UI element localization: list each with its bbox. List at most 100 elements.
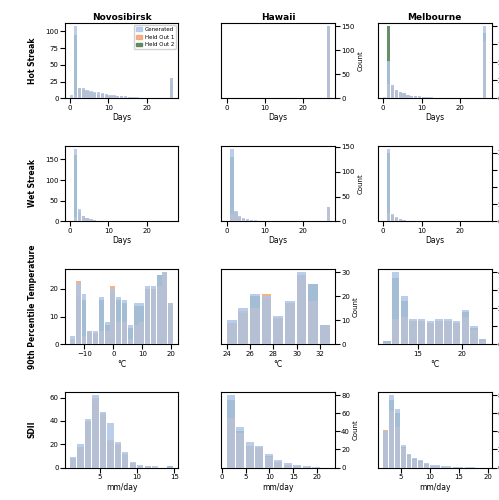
Bar: [442, 466, 452, 468]
Bar: [238, 308, 248, 344]
Bar: [407, 455, 412, 468]
Bar: [430, 466, 440, 468]
X-axis label: Days: Days: [425, 236, 444, 246]
Bar: [116, 297, 121, 344]
Title: Hawaii: Hawaii: [261, 12, 295, 22]
Bar: [402, 220, 406, 222]
Title: Novosibirsk: Novosibirsk: [92, 12, 151, 22]
Bar: [93, 334, 98, 344]
Bar: [122, 454, 129, 468]
Bar: [410, 96, 413, 98]
Bar: [462, 318, 469, 344]
Bar: [283, 463, 292, 468]
Bar: [395, 90, 398, 98]
Bar: [87, 334, 92, 344]
Bar: [391, 88, 394, 99]
Bar: [470, 330, 478, 344]
Bar: [414, 96, 417, 98]
Bar: [100, 412, 106, 468]
Bar: [391, 214, 394, 222]
Bar: [387, 213, 390, 222]
Bar: [101, 94, 104, 98]
X-axis label: Days: Days: [425, 114, 444, 122]
Bar: [483, 26, 487, 99]
Bar: [453, 321, 460, 344]
Bar: [395, 90, 398, 98]
Bar: [227, 418, 235, 468]
Bar: [93, 93, 96, 98]
Y-axis label: Count: Count: [353, 419, 359, 440]
Bar: [157, 275, 162, 344]
Bar: [383, 341, 391, 344]
Bar: [401, 296, 408, 344]
Bar: [112, 95, 116, 98]
Bar: [465, 466, 475, 468]
Bar: [81, 89, 85, 99]
Bar: [105, 94, 108, 98]
Bar: [81, 216, 85, 222]
Bar: [170, 78, 173, 98]
Title: Melbourne: Melbourne: [408, 12, 462, 22]
Bar: [120, 96, 123, 98]
Bar: [308, 301, 318, 344]
Bar: [70, 339, 75, 344]
Bar: [134, 306, 139, 344]
Bar: [303, 466, 311, 468]
Bar: [101, 220, 104, 222]
Bar: [296, 272, 306, 344]
Bar: [76, 280, 81, 344]
Bar: [479, 339, 487, 344]
Bar: [130, 463, 136, 468]
Bar: [436, 319, 443, 344]
Bar: [418, 97, 421, 98]
Bar: [453, 466, 463, 468]
Bar: [426, 97, 429, 98]
Bar: [85, 218, 89, 222]
Bar: [139, 303, 144, 344]
Bar: [462, 310, 469, 344]
Bar: [418, 97, 421, 98]
Bar: [97, 94, 100, 98]
Bar: [74, 35, 77, 98]
Bar: [89, 91, 92, 98]
Bar: [236, 427, 244, 468]
Bar: [470, 328, 478, 344]
Bar: [383, 432, 388, 468]
Bar: [395, 427, 400, 468]
Bar: [101, 220, 104, 222]
Bar: [424, 463, 429, 468]
Bar: [116, 96, 119, 98]
Bar: [250, 294, 260, 344]
Bar: [128, 325, 133, 344]
Bar: [391, 86, 394, 98]
Bar: [128, 97, 131, 98]
Bar: [116, 300, 121, 344]
Bar: [296, 274, 306, 344]
Bar: [85, 422, 91, 468]
Bar: [78, 211, 81, 222]
Bar: [78, 209, 81, 222]
Bar: [74, 149, 77, 222]
Bar: [391, 214, 394, 222]
Bar: [170, 82, 173, 98]
Bar: [81, 300, 86, 344]
Bar: [99, 297, 104, 344]
Bar: [418, 461, 423, 468]
Bar: [389, 395, 394, 468]
Bar: [145, 466, 151, 468]
Bar: [78, 211, 81, 222]
Bar: [157, 286, 162, 344]
Bar: [406, 221, 410, 222]
Bar: [145, 466, 151, 468]
Bar: [453, 323, 460, 344]
Bar: [101, 220, 104, 222]
Bar: [427, 323, 434, 344]
Bar: [395, 408, 400, 468]
Bar: [453, 323, 460, 344]
Bar: [97, 92, 100, 98]
X-axis label: °C: °C: [117, 360, 126, 368]
Bar: [409, 321, 417, 344]
Bar: [70, 95, 73, 98]
Bar: [427, 323, 434, 344]
Bar: [409, 321, 417, 344]
